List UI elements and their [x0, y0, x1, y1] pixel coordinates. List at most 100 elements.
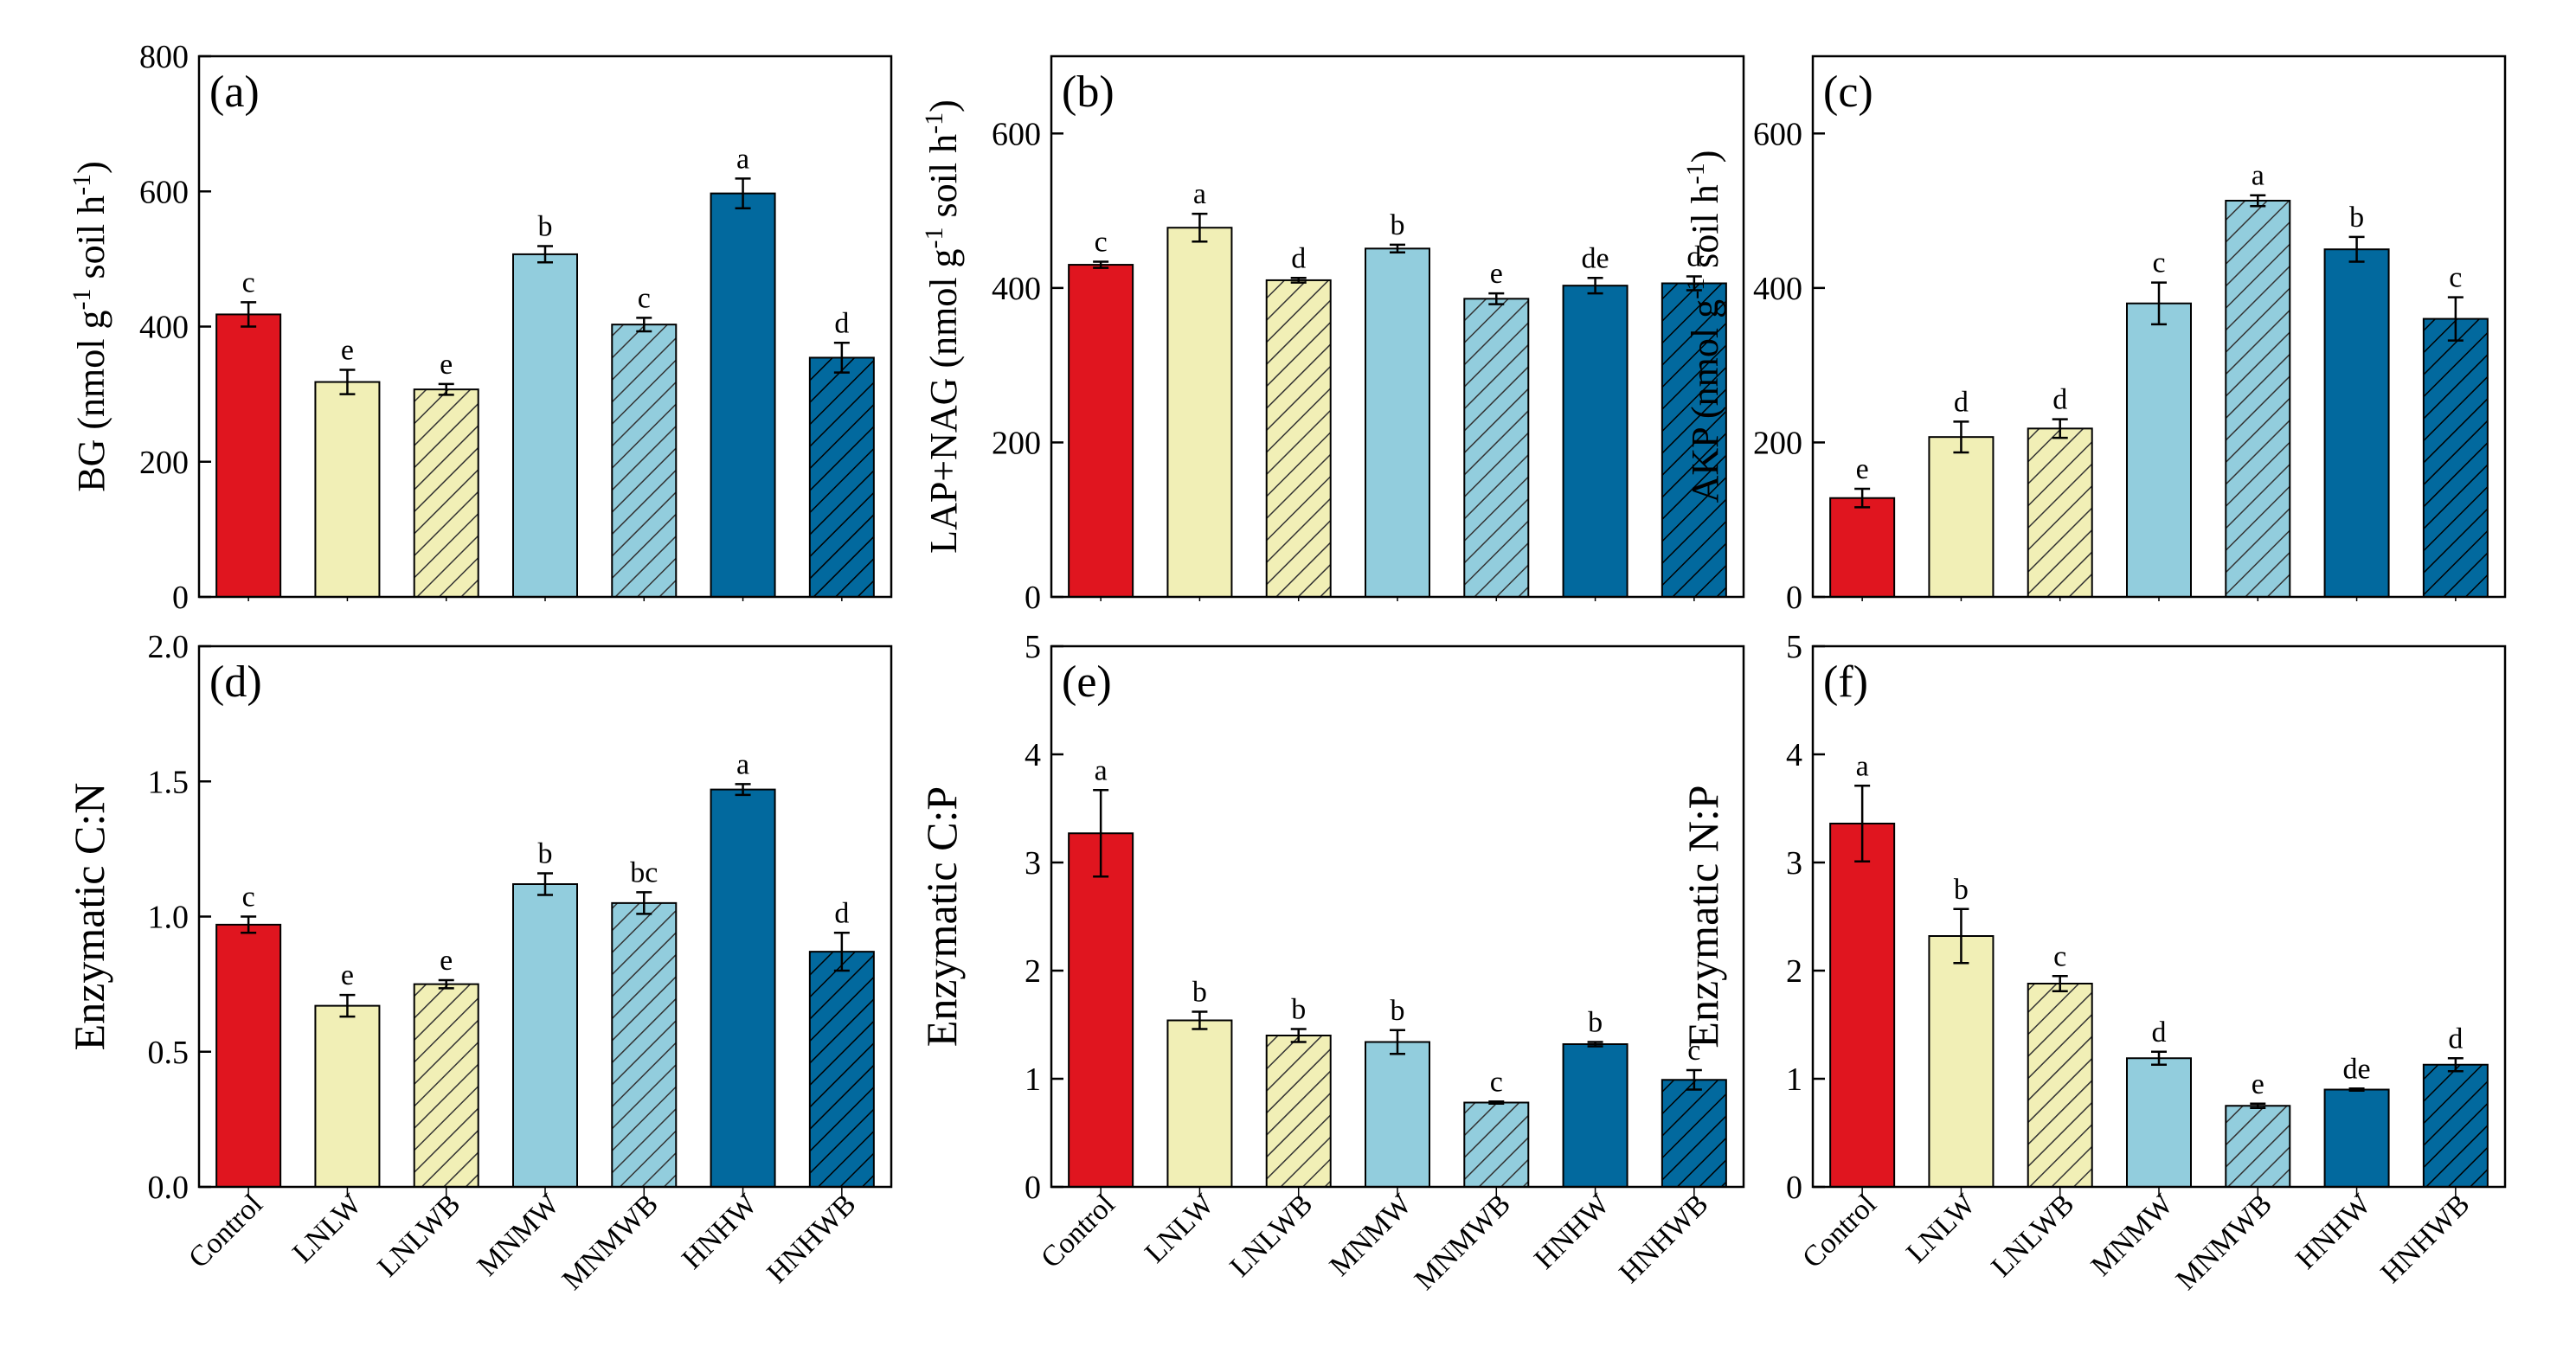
x-tick-label: Control: [183, 1188, 269, 1274]
significance-letter: c: [638, 282, 651, 314]
chart-panel-c: e d d c a b c 0 200 400 600 (c) AKP (nmol g-1 soil h…: [1681, 55, 2507, 616]
bar-control: [1829, 823, 1896, 1188]
y-tick-label: 5: [1786, 629, 1802, 665]
bar-hnhw: [1562, 1043, 1628, 1188]
bar-mnmwb: [611, 901, 678, 1188]
bar-hnhw: [1562, 285, 1628, 598]
significance-letter: c: [242, 266, 255, 298]
x-tick-label: HNHWB: [2375, 1188, 2476, 1289]
x-tick-label: HNHW: [1528, 1188, 1616, 1276]
y-tick-label: 0: [1025, 580, 1041, 616]
significance-letter: de: [2343, 1053, 2371, 1085]
bar-lnlw: [314, 381, 381, 598]
bar-mnmw: [2126, 302, 2192, 598]
significance-letter: d: [1954, 386, 1969, 418]
x-tick-label: Control: [1035, 1188, 1121, 1274]
significance-letter: d: [834, 897, 849, 929]
bar-control: [1068, 832, 1134, 1188]
y-tick-label: 0: [1025, 1170, 1041, 1206]
bar-mnmw: [1365, 1041, 1430, 1188]
bar-lnlw: [1166, 227, 1233, 598]
significance-letter: d: [2152, 1016, 2167, 1048]
significance-letter: b: [2349, 202, 2364, 234]
y-axis-title: Enzymatic N:P: [1679, 785, 1727, 1048]
bar-hnhw: [710, 788, 776, 1188]
y-tick-label: 1.0: [148, 900, 190, 936]
y-tick-label: 4: [1786, 737, 1802, 773]
significance-letter: b: [1391, 209, 1405, 241]
bar-control: [215, 923, 282, 1188]
x-tick-label: LNLW: [1139, 1188, 1220, 1269]
y-tick-label: 1.5: [148, 764, 190, 800]
bar-hnhwb: [808, 356, 875, 598]
y-axis-title: Enzymatic C:P: [917, 786, 966, 1047]
significance-letter: b: [1588, 1007, 1603, 1039]
y-tick-label: 3: [1786, 845, 1802, 882]
x-tick-label: MNMWB: [2170, 1188, 2278, 1296]
significance-letter: d: [2448, 1023, 2463, 1055]
y-tick-label: 2.0: [148, 629, 190, 665]
y-tick-label: 0: [1786, 1170, 1802, 1206]
significance-letter: e: [1856, 453, 1869, 485]
significance-letter: c: [1490, 1066, 1503, 1098]
x-tick-label: HNHWB: [761, 1188, 863, 1289]
bar-hnhwb: [2422, 317, 2489, 598]
y-axis-title: BG (nmol g-1 soil h-1): [67, 161, 112, 491]
bar-mnmwb: [1463, 298, 1530, 598]
significance-letter: a: [2252, 160, 2264, 192]
bar-lnlwb: [413, 983, 479, 1188]
y-axis-title: Enzymatic C:N: [65, 783, 113, 1051]
y-tick-label: 600: [139, 174, 189, 210]
significance-letter: e: [440, 945, 453, 977]
significance-letter: b: [538, 211, 553, 243]
bar-mnmw: [2126, 1057, 2192, 1188]
y-tick-label: 0.0: [148, 1170, 190, 1206]
bar-hnhw: [710, 192, 776, 598]
y-tick-label: 200: [1753, 425, 1802, 461]
bar-lnlwb: [1265, 279, 1332, 598]
x-tick-label: MNMW: [472, 1188, 567, 1283]
bar-mnmw: [512, 883, 578, 1188]
y-tick-label: 0: [172, 580, 189, 616]
significance-letter: a: [1095, 754, 1108, 786]
significance-letter: a: [1193, 178, 1206, 210]
y-tick-label: 600: [992, 116, 1041, 152]
significance-letter: b: [1954, 874, 1969, 906]
y-tick-label: 2: [1786, 953, 1802, 990]
y-axis-title: AKP (nmol g-1 soil h-1): [1681, 151, 1726, 503]
x-tick-label: LNLWB: [1224, 1188, 1320, 1283]
bar-mnmwb: [611, 324, 678, 598]
y-tick-label: 2: [1025, 953, 1041, 990]
bar-control: [1068, 264, 1134, 598]
significance-letter: bc: [630, 856, 658, 888]
y-tick-label: 0.5: [148, 1035, 190, 1071]
significance-letter: e: [2252, 1068, 2264, 1100]
bar-control: [1829, 497, 1896, 599]
y-tick-label: 600: [1753, 116, 1802, 152]
y-tick-label: 400: [1753, 271, 1802, 307]
chart-panel-b: c a d b e de d 0 200 400 600 (b) LAP+NAG (nmol g-1 s…: [920, 55, 1745, 616]
x-tick-label: MNMW: [1324, 1188, 1419, 1283]
significance-letter: a: [1856, 750, 1869, 782]
y-tick-label: 1: [1025, 1061, 1041, 1098]
y-tick-label: 4: [1025, 737, 1041, 773]
y-axis-title: LAP+NAG (nmol g-1 soil h-1): [920, 99, 965, 554]
y-tick-label: 0: [1786, 580, 1802, 616]
y-tick-label: 400: [139, 310, 189, 346]
x-tick-label: LNLWB: [1986, 1188, 2081, 1283]
significance-letter: c: [1687, 1035, 1700, 1067]
y-tick-label: 200: [992, 425, 1041, 461]
significance-letter: d: [1291, 242, 1306, 274]
bar-lnlw: [1928, 436, 1995, 598]
bar-lnlwb: [1265, 1035, 1332, 1188]
x-tick-label: HNHWB: [1614, 1188, 1715, 1289]
bar-lnlw: [1166, 1019, 1233, 1188]
bar-lnlwb: [413, 388, 479, 598]
bar-mnmwb: [2225, 1105, 2291, 1188]
significance-letter: b: [1291, 994, 1306, 1026]
y-tick-label: 400: [992, 271, 1041, 307]
